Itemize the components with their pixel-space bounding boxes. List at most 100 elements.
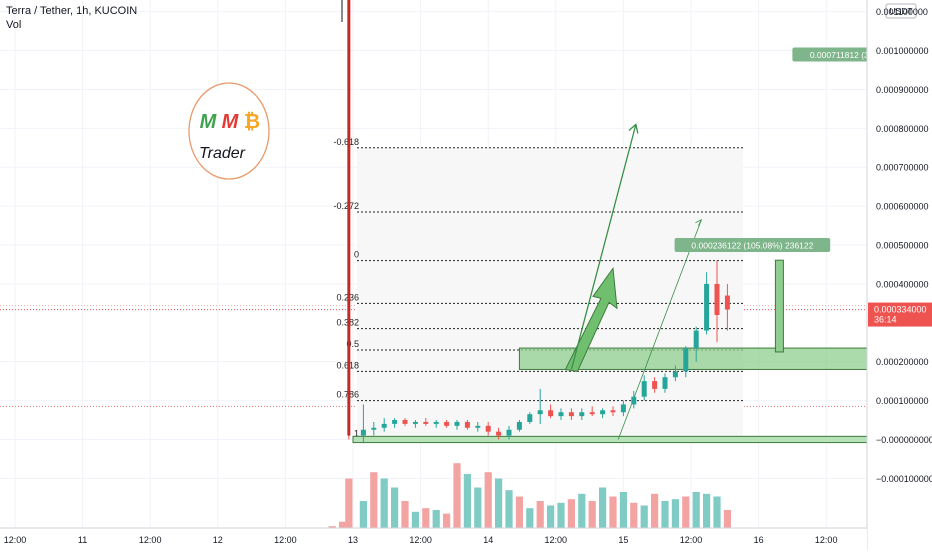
candle-body [516, 421, 522, 430]
volume-bar [703, 493, 711, 528]
currency-badge: USDT [889, 6, 912, 16]
candle-body [392, 420, 398, 424]
candle-body [464, 421, 470, 428]
volume-bar [682, 496, 690, 528]
fib-level-label: 0.5 [346, 339, 359, 349]
volume-bar [484, 472, 492, 528]
price-axis-tick-label: 0.001000000 [876, 46, 929, 56]
candle-body [506, 429, 512, 436]
time-axis-tick-label: 11 [78, 535, 87, 545]
price-axis-tick-label: 0.000100000 [876, 396, 929, 406]
candles-layer [341, 0, 730, 444]
last-price-label: 0.000334000 [874, 305, 927, 315]
volume-bar [505, 490, 513, 528]
drawing-layer: 0.000236122 (105.08%) 2361220.000711812 … [188, 47, 932, 444]
time-axis-tick-label: 12:00 [545, 535, 568, 545]
candle-body [641, 381, 647, 397]
volume-bar [380, 478, 388, 528]
target-arrowhead-upper [628, 123, 639, 134]
candle-body [724, 295, 730, 310]
last-price-badge [868, 302, 932, 327]
volume-bar [432, 510, 440, 528]
volume-bar [651, 493, 659, 528]
volume-bar [328, 526, 336, 528]
candle-body [412, 421, 418, 424]
candle-body [423, 421, 429, 424]
candle-body [620, 404, 626, 413]
projection-1-label-box [674, 238, 831, 253]
fib-level-label: -0.618 [333, 137, 359, 147]
candle-body [537, 410, 543, 415]
candle-body [558, 412, 564, 417]
volume-bar [345, 478, 353, 528]
candle-body [672, 371, 678, 378]
volume-bar [536, 501, 544, 528]
currency-badge-box [885, 3, 917, 19]
price-axis-tick-label: 0.001100000 [876, 7, 928, 17]
volume-bar [557, 502, 565, 528]
time-axis-tick-label: 12:00 [4, 535, 27, 545]
volume-bar [422, 508, 430, 528]
volume-bar [671, 499, 679, 528]
price-axis-tick-label: 0.000200000 [876, 357, 929, 367]
candle-body [652, 381, 658, 389]
candle-body [496, 431, 502, 436]
logo-letter-m1: M [200, 111, 218, 133]
candle-body [693, 330, 699, 349]
price-axis-tick-label: −0.000000000 [876, 435, 932, 445]
candle-body [568, 412, 574, 417]
candle-body [704, 283, 710, 331]
time-axis-tick-label: 13 [348, 535, 358, 545]
volume-bar [630, 502, 638, 528]
candle-body [579, 412, 585, 417]
price-axis-tick-label: 0.000900000 [876, 85, 929, 95]
volume-bar [713, 496, 721, 528]
volume-bar [515, 496, 523, 528]
price-axis-tick-label: −0.000100000 [876, 474, 932, 484]
volume-bar [359, 501, 367, 528]
price-axis-tick-label: 0.000500000 [876, 241, 929, 251]
candle-body [631, 396, 637, 405]
time-axis-tick-label: 12:00 [274, 535, 297, 545]
candle-body [600, 410, 606, 415]
volume-bar [443, 513, 451, 528]
time-axis-tick-label: 12:00 [409, 535, 432, 545]
projection-bar-1 [774, 259, 784, 353]
volume-bar [619, 492, 627, 528]
symbol-title[interactable]: Terra / Tether, 1h, KUCOIN [6, 5, 138, 17]
volume-bar [599, 487, 607, 528]
candle-body [548, 410, 554, 417]
price-axis-tick-label: 0.000600000 [876, 202, 929, 212]
target-arrow-line-upper [570, 124, 637, 370]
candle-body [433, 421, 439, 424]
price-axis-tick-label: 0.000700000 [876, 163, 929, 173]
projection-1-label-text: 0.000236122 (105.08%) 236122 [691, 241, 813, 251]
volume-bar [370, 472, 378, 528]
volume-bar [463, 474, 471, 528]
logo-word: Trader [199, 145, 246, 162]
volume-bar [411, 511, 419, 528]
time-axis-tick-label: 12:00 [680, 535, 703, 545]
candle-body [714, 283, 720, 316]
volume-bar [474, 487, 482, 528]
volume-bar [588, 501, 596, 528]
candle-body [454, 421, 460, 426]
target-arrowhead-lower [695, 218, 703, 226]
support-zone [518, 347, 932, 370]
volume-indicator-label[interactable]: Vol [6, 19, 22, 31]
candle-body [610, 410, 616, 413]
volume-bar [723, 510, 731, 528]
price-axis-tick-label: 0.000400000 [876, 279, 929, 289]
candle-body [444, 421, 450, 426]
volume-bar [339, 521, 347, 528]
logo-letter-m2: M [222, 111, 240, 133]
fib-background [357, 147, 743, 440]
volume-bar [578, 493, 586, 528]
time-axis-tick-label: 12:00 [139, 535, 162, 545]
fib-level-label: 1 [354, 428, 359, 438]
time-axis-tick-label: 16 [754, 535, 764, 545]
logo-bitcoin-mark: ₿ [244, 111, 260, 133]
volume-bar [453, 463, 461, 528]
price-axis-background [867, 0, 932, 550]
